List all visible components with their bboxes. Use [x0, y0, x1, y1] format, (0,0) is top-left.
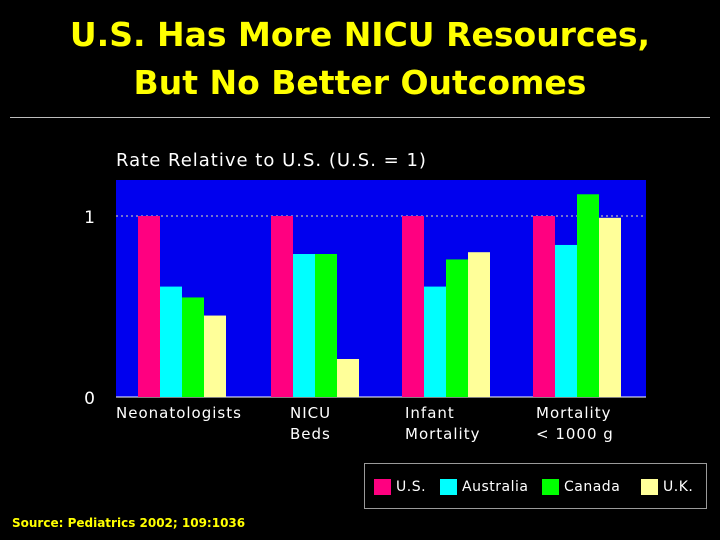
legend-swatch-canada — [542, 479, 559, 495]
source-citation: Source: Pediatrics 2002; 109:1036 — [12, 516, 246, 530]
legend-item-australia: Australia — [440, 478, 528, 496]
bar-australia-2 — [424, 286, 446, 397]
legend-label-uk: U.K. — [663, 479, 694, 495]
bar-uk-0 — [204, 315, 226, 397]
bar-chart: 0 1 Neonatologists NICU Beds Infant Mortality M… — [84, 180, 646, 443]
legend-swatch-uk — [641, 479, 658, 495]
y-tick-label: 0 — [84, 389, 95, 409]
legend-item-canada: Canada — [542, 478, 620, 496]
chart-legend: U.S. Australia Canada U.K. — [364, 463, 707, 509]
x-category-label: Neonatologists — [116, 404, 242, 422]
bar-uk-1 — [337, 358, 359, 397]
slide-title-line-1: U.S. Has More NICU Resources, — [69, 15, 651, 54]
bar-canada-1 — [315, 254, 337, 397]
chart-title: Rate Relative to U.S. (U.S. = 1) — [116, 150, 427, 171]
legend-swatch-australia — [440, 479, 457, 495]
legend-label-us: U.S. — [396, 479, 427, 495]
bar-us-1 — [271, 216, 293, 397]
legend-swatch-us — [374, 479, 391, 495]
bar-uk-3 — [599, 217, 621, 397]
bar-canada-0 — [182, 297, 204, 397]
bar-us-2 — [402, 216, 424, 397]
legend-item-us: U.S. — [374, 478, 426, 496]
legend-label-canada: Canada — [564, 479, 621, 495]
bar-canada-2 — [446, 259, 468, 397]
x-category-label: Mortality — [536, 404, 611, 422]
bar-australia-1 — [293, 254, 315, 397]
bar-australia-3 — [555, 244, 577, 397]
legend-item-uk: U.K. — [641, 478, 693, 496]
x-category-label: < 1000 g — [536, 425, 614, 443]
title-divider — [10, 117, 710, 118]
x-category-label: Beds — [290, 425, 331, 443]
bar-us-0 — [138, 216, 160, 397]
x-category-label: Infant — [405, 404, 455, 422]
x-category-label: Mortality — [405, 425, 480, 443]
bar-canada-3 — [577, 194, 599, 397]
bar-australia-0 — [160, 286, 182, 397]
slide-title-line-2: But No Better Outcomes — [133, 63, 587, 102]
bar-uk-2 — [468, 252, 490, 397]
legend-label-australia: Australia — [462, 479, 529, 495]
y-tick-label: 1 — [84, 208, 95, 228]
x-category-label: NICU — [290, 404, 331, 422]
bar-us-3 — [533, 216, 555, 397]
